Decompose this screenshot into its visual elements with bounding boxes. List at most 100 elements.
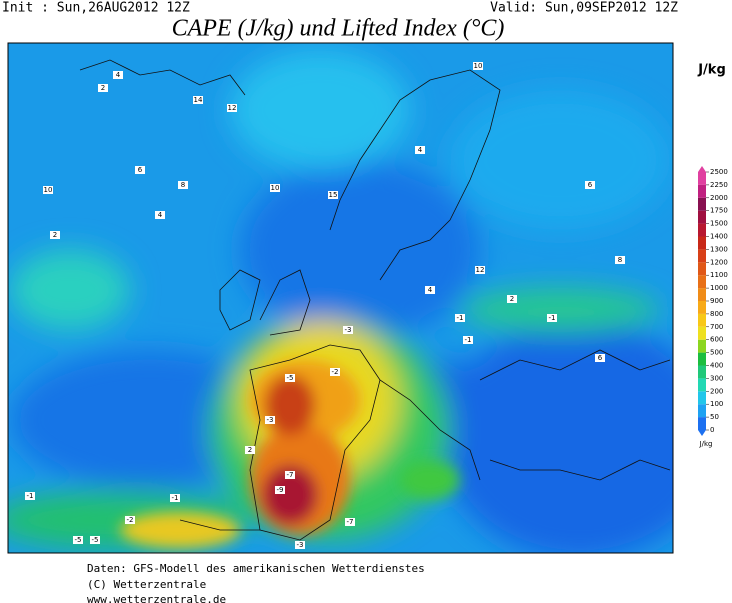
contour-label: 6	[138, 166, 143, 174]
contour-label: -1	[465, 336, 472, 344]
colorbar-tip-top	[698, 166, 706, 172]
colorbar-label: 300	[710, 374, 723, 382]
contour-label: -3	[345, 326, 352, 334]
contour-label-box	[98, 84, 108, 92]
contour-label: -3	[267, 416, 274, 424]
contour-label-box	[285, 374, 295, 382]
contour-label: 8	[181, 181, 185, 189]
contour-label-box	[73, 536, 83, 544]
contour-label: -1	[457, 314, 464, 322]
colorbar-segment	[698, 172, 706, 185]
map-frame	[7, 42, 674, 554]
contour-label: 4	[418, 146, 423, 154]
contour-label-box	[463, 336, 473, 344]
contour-label-box	[425, 286, 435, 294]
contour-label-box	[455, 314, 465, 322]
contour-label-box	[50, 231, 60, 239]
contour-label-box	[345, 518, 355, 526]
colorbar-label: 1400	[710, 233, 728, 241]
colorbar-label: 1500	[710, 220, 728, 228]
contour-label: 14	[194, 96, 203, 104]
contour-label-box	[585, 181, 595, 189]
contour-label: 4	[116, 71, 121, 79]
colorbar-unit: J/kg	[699, 440, 713, 448]
contour-label: 10	[271, 184, 280, 192]
contour-label: -5	[287, 374, 294, 382]
contour-label: 4	[158, 211, 163, 219]
contour-label-box	[595, 354, 605, 362]
contour-label-box	[155, 211, 165, 219]
contour-label: -5	[75, 536, 82, 544]
contour-label-box	[270, 184, 280, 192]
contour-label: 4	[428, 286, 433, 294]
contour-label-box	[25, 492, 35, 500]
colorbar-label: 1000	[710, 284, 728, 292]
colorbar-segment	[698, 352, 706, 366]
contour-label: 10	[44, 186, 53, 194]
colorbar-segment	[698, 236, 706, 250]
contour-label: 12	[476, 266, 485, 274]
colorbar-tip-bottom	[698, 430, 706, 436]
coastlines	[79, 59, 671, 541]
contour-label: 6	[588, 181, 593, 189]
contour-label-box	[125, 516, 135, 524]
init-time: Init : Sun,26AUG2012 12Z	[2, 1, 190, 16]
colorbar-segment	[698, 197, 706, 211]
contour-label: -7	[287, 471, 294, 479]
map-area	[8, 43, 673, 553]
colorbar-label: 0	[710, 426, 714, 434]
contour-label-box	[170, 494, 180, 502]
colorbar-segment	[698, 223, 706, 237]
colorbar-label: 500	[710, 349, 723, 357]
colorbar-segment	[698, 184, 706, 198]
contour-label: 10	[474, 62, 483, 70]
colorbar-label: 1200	[710, 258, 728, 266]
colorbar-label: 600	[710, 336, 723, 344]
contour-label: -1	[27, 492, 34, 500]
colorbar-label: 900	[710, 297, 723, 305]
colorbar-segment	[698, 288, 706, 301]
colorbar-segment	[698, 275, 706, 289]
colorbar-label: 1100	[710, 271, 728, 279]
colorbar-label: 1750	[710, 207, 728, 215]
contour-label: 8	[618, 256, 622, 264]
valid-time: Valid: Sun,09SEP2012 12Z	[490, 1, 678, 16]
contour-label-box	[275, 486, 285, 494]
colorbar-label: 200	[710, 387, 723, 395]
contour-label-box	[265, 416, 275, 424]
colorbar-segment	[698, 326, 706, 340]
contour-label: -9	[277, 486, 284, 494]
contour-label: -7	[347, 518, 354, 526]
footer-line: (C) Wetterzentrale	[87, 578, 206, 591]
colorbar-segment	[698, 391, 706, 405]
contour-label: -2	[127, 516, 134, 524]
contour-label-box	[245, 446, 255, 454]
colorbar-label: 1300	[710, 245, 728, 253]
contour-label-box	[193, 96, 203, 104]
contour-label-box	[328, 191, 338, 199]
contour-label: -2	[332, 368, 339, 376]
colorbar-label: 700	[710, 323, 723, 331]
contour-label-box	[113, 71, 123, 79]
contour-label-box	[135, 166, 145, 174]
colorbar-segment	[698, 417, 706, 430]
contour-label: 2	[248, 446, 252, 454]
contour-label-box	[615, 256, 625, 264]
colorbar-segment	[698, 339, 706, 353]
contour-label: -1	[549, 314, 556, 322]
contour-label: -1	[172, 494, 179, 502]
contour-label-box	[507, 295, 517, 303]
contour-label: 12	[228, 104, 237, 112]
contour-label: -3	[297, 541, 304, 549]
colorbar-segment	[698, 378, 706, 392]
contour-label-box	[43, 186, 53, 194]
colorbar-label: 400	[710, 362, 723, 370]
colorbar-label: 800	[710, 310, 723, 318]
map-title: CAPE (J/kg) und Lifted Index (°C)	[172, 16, 505, 42]
colorbar-segment	[698, 249, 706, 263]
colorbar-segment	[698, 404, 706, 418]
contour-label: -5	[92, 536, 99, 544]
contour-label-box	[178, 181, 188, 189]
